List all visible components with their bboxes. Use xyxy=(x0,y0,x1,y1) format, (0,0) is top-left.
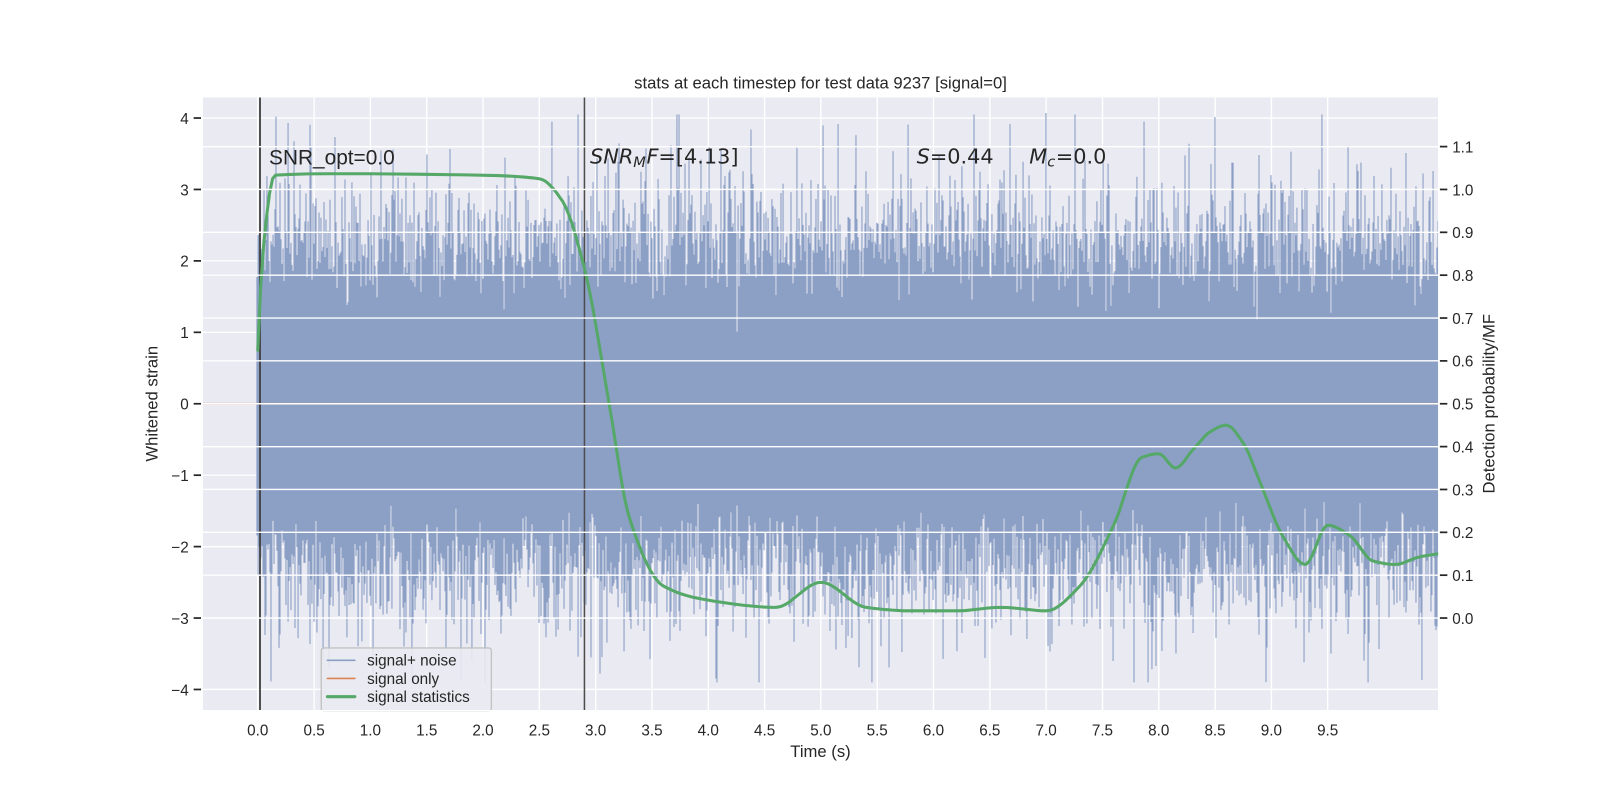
svg-text:1.0: 1.0 xyxy=(360,723,381,740)
svg-text:7.0: 7.0 xyxy=(1036,723,1057,740)
svg-text:0.0: 0.0 xyxy=(1452,611,1473,628)
svg-text:0.8: 0.8 xyxy=(1452,268,1473,285)
svg-text:0.5: 0.5 xyxy=(303,723,324,740)
svg-text:1.5: 1.5 xyxy=(416,723,437,740)
svg-text:2.0: 2.0 xyxy=(472,723,493,740)
svg-text:Whitened strain: Whitened strain xyxy=(142,346,161,462)
svg-text:6.5: 6.5 xyxy=(979,723,1000,740)
svg-text:1.0: 1.0 xyxy=(1452,182,1473,199)
svg-text:4.0: 4.0 xyxy=(698,723,719,740)
svg-text:−1: −1 xyxy=(171,468,188,485)
svg-text:0.5: 0.5 xyxy=(1452,397,1473,414)
svg-text:4: 4 xyxy=(180,111,189,128)
svg-text:1: 1 xyxy=(180,325,188,342)
svg-text:SNR_opt=0.0: SNR_opt=0.0 xyxy=(269,146,395,169)
svg-text:−3: −3 xyxy=(171,611,188,628)
svg-text:−2: −2 xyxy=(171,539,188,556)
svg-text:1.1: 1.1 xyxy=(1452,139,1473,156)
svg-text:5.0: 5.0 xyxy=(810,723,831,740)
svg-text:3.5: 3.5 xyxy=(641,723,662,740)
svg-text:stats at each timestep for tes: stats at each timestep for test data 923… xyxy=(634,73,1007,92)
svg-text:Detection probability/MF: Detection probability/MF xyxy=(1480,314,1499,494)
svg-text:8.5: 8.5 xyxy=(1204,723,1225,740)
svg-text:5.5: 5.5 xyxy=(867,723,888,740)
svg-text:2: 2 xyxy=(180,254,188,271)
svg-text:9.5: 9.5 xyxy=(1317,723,1338,740)
svg-text:0.1: 0.1 xyxy=(1452,568,1473,585)
svg-text:0.4: 0.4 xyxy=(1452,439,1474,456)
svg-text:Time (s): Time (s) xyxy=(790,742,850,761)
svg-text:−4: −4 xyxy=(171,682,189,699)
svg-text:0: 0 xyxy=(180,397,188,414)
svg-text:4.5: 4.5 xyxy=(754,723,775,740)
svg-text:8.0: 8.0 xyxy=(1148,723,1169,740)
svg-text:S N R F: S N R F M = [ 4 . 1 3 ] xyxy=(590,144,739,172)
svg-text:3: 3 xyxy=(180,182,188,199)
svg-text:signal+ noise: signal+ noise xyxy=(367,653,457,670)
svg-text:7.5: 7.5 xyxy=(1092,723,1113,740)
svg-text:0.0: 0.0 xyxy=(247,723,268,740)
svg-text:0.6: 0.6 xyxy=(1452,354,1473,371)
svg-text:6.0: 6.0 xyxy=(923,723,944,740)
svg-text:0.2: 0.2 xyxy=(1452,525,1473,542)
svg-text:2.5: 2.5 xyxy=(529,723,550,740)
svg-text:0.7: 0.7 xyxy=(1452,311,1473,328)
svg-text:0.3: 0.3 xyxy=(1452,482,1473,499)
svg-text:M c = 0: M c = 0 . 0 xyxy=(1029,143,1106,171)
svg-text:3.0: 3.0 xyxy=(585,723,606,740)
svg-text:9.0: 9.0 xyxy=(1261,723,1282,740)
svg-text:signal statistics: signal statistics xyxy=(367,689,470,706)
svg-text:signal only: signal only xyxy=(367,671,439,688)
svg-text:0.9: 0.9 xyxy=(1452,225,1473,242)
